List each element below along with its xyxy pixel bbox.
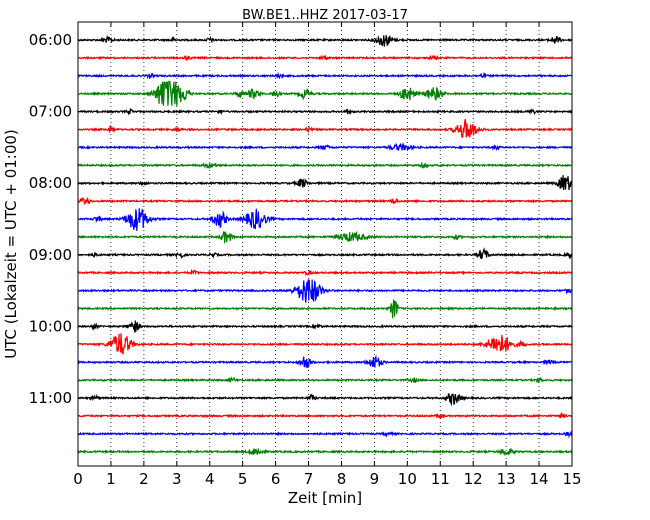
chart-title: BW.BE1..HHZ 2017-03-17 bbox=[242, 8, 408, 23]
x-tick-label: 4 bbox=[205, 470, 215, 488]
y-tick-label: 10:00 bbox=[29, 317, 72, 335]
trace-row-15 bbox=[77, 298, 573, 319]
y-axis-ticks: 06:00 07:00 08:00 09:00 10:00 11:00 bbox=[29, 31, 572, 407]
trace-row-20 bbox=[77, 393, 573, 407]
trace-row-10 bbox=[77, 208, 573, 232]
y-tick-label: 06:00 bbox=[29, 31, 72, 49]
x-axis-ticks: 0 1 2 3 4 5 6 7 8 9 10 11 12 13 14 15 bbox=[73, 22, 582, 488]
y-tick-label: 11:00 bbox=[29, 389, 72, 407]
trace-row-0 bbox=[77, 34, 573, 47]
seismogram-traces bbox=[77, 34, 573, 457]
y-tick-label: 08:00 bbox=[29, 174, 72, 192]
trace-row-23 bbox=[77, 447, 573, 457]
x-tick-label: 5 bbox=[238, 470, 248, 488]
trace-row-14 bbox=[77, 279, 573, 303]
x-tick-label: 10 bbox=[398, 470, 417, 488]
trace-row-22 bbox=[77, 430, 573, 439]
x-tick-label: 3 bbox=[172, 470, 182, 488]
x-tick-label: 6 bbox=[271, 470, 281, 488]
x-tick-label: 13 bbox=[497, 470, 516, 488]
trace-row-4 bbox=[77, 107, 573, 116]
trace-row-5 bbox=[77, 118, 573, 138]
trace-row-16 bbox=[77, 320, 573, 333]
x-tick-label: 12 bbox=[464, 470, 483, 488]
plot-area-frame bbox=[77, 21, 573, 467]
x-tick-label: 1 bbox=[106, 470, 116, 488]
trace-row-13 bbox=[77, 269, 573, 277]
x-tick-label: 9 bbox=[370, 470, 380, 488]
y-tick-label: 07:00 bbox=[29, 103, 72, 121]
trace-row-8 bbox=[77, 175, 573, 191]
x-tick-label: 0 bbox=[73, 470, 83, 488]
x-tick-label: 15 bbox=[562, 470, 581, 488]
trace-row-12 bbox=[77, 247, 573, 260]
trace-row-9 bbox=[77, 197, 573, 205]
x-tick-label: 14 bbox=[530, 470, 549, 488]
trace-row-6 bbox=[77, 142, 573, 152]
trace-row-1 bbox=[77, 54, 573, 61]
trace-row-2 bbox=[77, 71, 573, 80]
trace-row-17 bbox=[77, 333, 573, 355]
y-axis-label: UTC (Lokalzeit = UTC + 01:00) bbox=[2, 129, 20, 359]
x-axis-label: Zeit [min] bbox=[288, 489, 362, 507]
x-tick-label: 8 bbox=[337, 470, 347, 488]
trace-row-3 bbox=[77, 80, 573, 106]
x-tick-label: 7 bbox=[304, 470, 314, 488]
x-tick-label: 2 bbox=[139, 470, 149, 488]
trace-row-21 bbox=[77, 411, 573, 419]
trace-row-19 bbox=[77, 376, 573, 384]
x-tick-label: 11 bbox=[431, 470, 450, 488]
trace-row-7 bbox=[77, 161, 573, 170]
trace-row-11 bbox=[77, 230, 573, 244]
y-tick-label: 09:00 bbox=[29, 246, 72, 264]
trace-row-18 bbox=[77, 354, 573, 369]
